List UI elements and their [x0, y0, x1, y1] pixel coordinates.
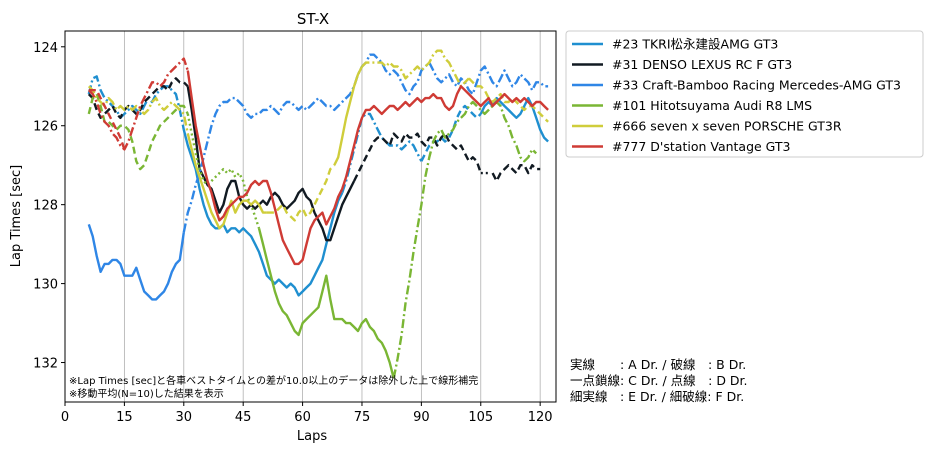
- series-0-segment-0: [87, 75, 185, 130]
- line-style-key-3: 細実線 : E Dr. / 細破線: F Dr.: [570, 389, 744, 404]
- y-tick-label-128: 128: [33, 199, 58, 214]
- y-axis-title: Lap Times [sec]: [9, 165, 24, 267]
- note-line-1: ※Lap Times [sec]と各車ベストタイムとの差が10.0以上のデータは…: [69, 374, 478, 387]
- x-tick-label-15: 15: [116, 410, 133, 425]
- series-4-segment-0: [87, 85, 189, 134]
- x-axis: 0 15 30 45 60 75 90 105 120: [61, 402, 553, 425]
- plot-area: [64, 30, 557, 403]
- series-5: [87, 57, 549, 266]
- series-4-segment-3: [333, 65, 364, 166]
- series-4: [87, 49, 549, 230]
- x-axis-title: Laps: [297, 429, 327, 444]
- series-5-segment-1: [87, 57, 189, 151]
- y-tick-label-126: 126: [33, 120, 58, 135]
- series-lines: [87, 49, 549, 379]
- x-tick-label-75: 75: [354, 410, 371, 425]
- x-tick-label-120: 120: [528, 410, 553, 425]
- x-tick-label-105: 105: [468, 410, 493, 425]
- y-axis: 124 126 128 130 132: [33, 41, 65, 372]
- series-4-segment-5: [468, 77, 549, 123]
- series-1-segment-4: [491, 164, 541, 183]
- series-0-segment-1: [182, 129, 344, 297]
- x-tick-label-60: 60: [294, 410, 311, 425]
- vertical-gridlines: [123, 31, 541, 402]
- x-tick-label-45: 45: [235, 410, 252, 425]
- series-0-segment-3: [420, 104, 482, 162]
- x-tick-label-0: 0: [61, 410, 69, 425]
- legend-label-0: #23 TKRI松永建設AMG GT3: [612, 37, 778, 52]
- series-4-segment-1: [186, 133, 267, 230]
- series-2-segment-0: [87, 224, 185, 301]
- line-style-key-2: 一点鎖線: C Dr. / 点線 : D Dr.: [570, 373, 748, 388]
- series-3-segment-3: [392, 100, 538, 379]
- series-5-segment-2: [186, 70, 549, 266]
- series-3: [87, 92, 538, 379]
- chart-title: ST-X: [297, 10, 329, 28]
- legend-label-4: #666 seven x seven PORSCHE GT3R: [612, 119, 842, 134]
- line-style-key-1: 実線 : A Dr. / 破線 : B Dr.: [570, 357, 746, 372]
- series-5-segment-0: [88, 89, 126, 150]
- series-1-segment-2: [353, 132, 482, 182]
- x-tick-label-90: 90: [413, 410, 430, 425]
- series-4-segment-2: [266, 164, 336, 222]
- plot-frame: [64, 30, 557, 403]
- legend-label-3: #101 Hitotsuyama Audi R8 LMS: [612, 98, 812, 113]
- line-style-key: 実線 : A Dr. / 破線 : B Dr. 一点鎖線: C Dr. / 点線…: [570, 357, 748, 404]
- legend-box: [565, 30, 924, 158]
- series-3-segment-1: [186, 113, 261, 229]
- note-line-2: ※移動平均(N=10)した結果を表示: [69, 387, 224, 400]
- x-tick-label-30: 30: [176, 410, 193, 425]
- y-tick-label-124: 124: [33, 41, 58, 56]
- y-tick-label-132: 132: [33, 357, 58, 372]
- series-4-segment-4: [361, 49, 470, 88]
- legend-label-5: #777 D'station Vantage GT3: [612, 139, 791, 154]
- series-1-segment-0: [87, 77, 189, 119]
- legend-label-2: #33 Craft-Bamboo Racing Mercedes-AMG GT3: [612, 78, 901, 93]
- legend: #23 TKRI松永建設AMG GT3 #31 DENSO LEXUS RC F …: [565, 30, 924, 158]
- y-tick-label-130: 130: [33, 278, 58, 293]
- legend-label-1: #31 DENSO LEXUS RC F GT3: [612, 57, 792, 72]
- series-3-segment-2: [257, 228, 395, 379]
- chart-notes: ※Lap Times [sec]と各車ベストタイムとの差が10.0以上のデータは…: [69, 374, 478, 400]
